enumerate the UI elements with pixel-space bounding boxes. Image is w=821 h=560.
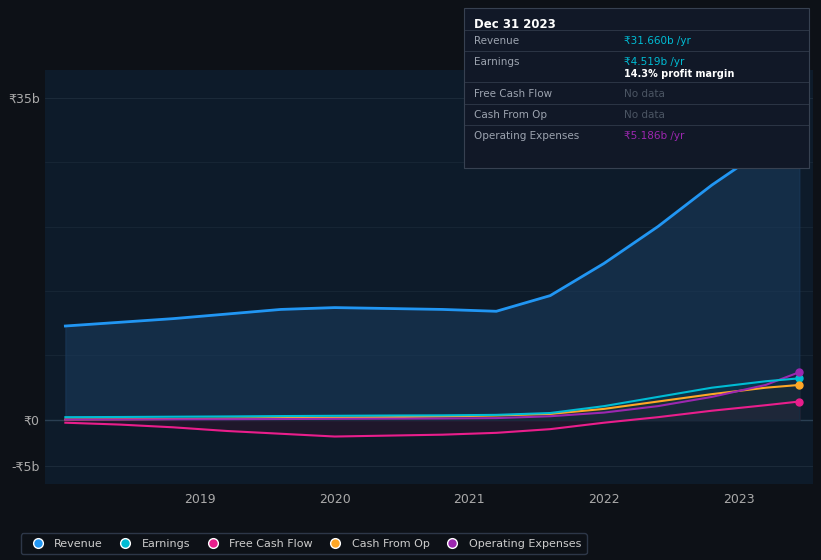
Text: No data: No data (624, 110, 665, 120)
Legend: Revenue, Earnings, Free Cash Flow, Cash From Op, Operating Expenses: Revenue, Earnings, Free Cash Flow, Cash … (21, 533, 586, 554)
Text: Free Cash Flow: Free Cash Flow (474, 89, 552, 99)
Text: Earnings: Earnings (474, 57, 519, 67)
Text: ₹31.660b /yr: ₹31.660b /yr (624, 36, 690, 46)
Text: 14.3% profit margin: 14.3% profit margin (624, 69, 734, 79)
Text: Operating Expenses: Operating Expenses (474, 131, 579, 141)
Text: Dec 31 2023: Dec 31 2023 (474, 18, 556, 31)
Text: ₹5.186b /yr: ₹5.186b /yr (624, 131, 685, 141)
Text: ₹4.519b /yr: ₹4.519b /yr (624, 57, 685, 67)
Text: Cash From Op: Cash From Op (474, 110, 547, 120)
Text: Revenue: Revenue (474, 36, 519, 46)
Text: No data: No data (624, 89, 665, 99)
